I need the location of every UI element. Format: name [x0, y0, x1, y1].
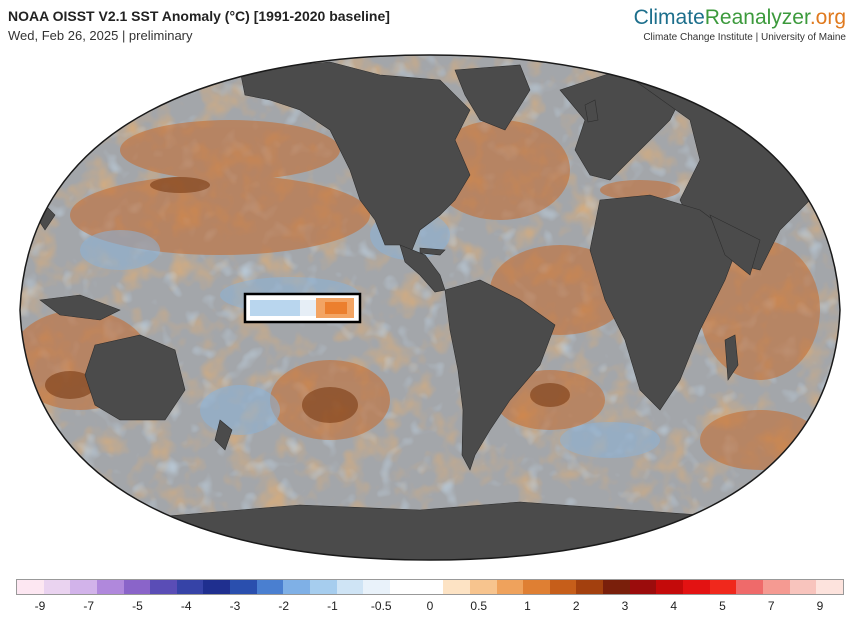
scale-tick-label: 0 [426, 599, 434, 613]
scale-tick-label: -4 [180, 599, 192, 613]
scale-swatch [683, 580, 710, 594]
scale-swatch [603, 580, 630, 594]
south-america [444, 279, 556, 471]
scale-swatch [736, 580, 763, 594]
scale-tick-label: 7 [767, 599, 775, 613]
scale-swatch [709, 580, 737, 594]
scale-swatch [469, 580, 497, 594]
map-title: NOAA OISST V2.1 SST Anomaly (°C) [1991-2… [8, 8, 390, 24]
scale-tick-label: 5 [719, 599, 726, 613]
brand-logo[interactable]: ClimateReanalyzer.org [634, 6, 846, 30]
brand-part-1: Climate [633, 6, 705, 29]
british-isles [584, 99, 599, 123]
scale-swatch [656, 580, 684, 594]
scale-swatch [150, 580, 177, 594]
australia [84, 334, 186, 421]
scale-tick-label: -3 [229, 599, 241, 613]
scale-swatch [176, 580, 204, 594]
scale-swatch [17, 580, 44, 594]
scale-swatch [96, 580, 124, 594]
scale-swatch [523, 580, 550, 594]
scale-tick-label: -2 [278, 599, 290, 613]
scale-tick-label: 3 [621, 599, 629, 613]
central-america [399, 244, 446, 293]
scale-swatch [549, 580, 577, 594]
scale-swatch [336, 580, 364, 594]
sst-anomaly-map [19, 54, 841, 561]
scale-swatch [762, 580, 790, 594]
scale-swatch [416, 580, 444, 594]
scale-swatch [123, 580, 151, 594]
globe-area [20, 55, 840, 560]
map-subtitle: Wed, Feb 26, 2025 | preliminary [8, 28, 193, 43]
scale-swatch [363, 580, 390, 594]
nino34-box [243, 292, 362, 324]
scale-swatch [283, 580, 311, 594]
scale-tick-label: 4 [670, 599, 678, 613]
scale-swatch [496, 580, 524, 594]
arabia [709, 214, 761, 276]
brand-part-2: Reanalyzer [704, 6, 810, 29]
scale-swatch [43, 580, 71, 594]
scale-tick-label: 2 [572, 599, 580, 613]
madagascar [724, 334, 739, 381]
strong-warm-spots [45, 177, 570, 423]
scale-swatch [789, 580, 817, 594]
africa [589, 194, 741, 411]
scale-tick-label: -0.5 [370, 599, 392, 613]
scale-tick-label: 0.5 [470, 599, 488, 613]
brand-tagline: Climate Change Institute | University of… [643, 32, 846, 43]
scale-tick-label: 1 [524, 599, 531, 613]
scale-swatch [576, 580, 604, 594]
scale-swatch [629, 580, 657, 594]
scale-tick-label: -5 [132, 599, 143, 613]
greenland [454, 64, 531, 131]
scale-swatch [310, 580, 337, 594]
caribbean [419, 247, 446, 256]
scale-swatch [816, 580, 843, 594]
scale-swatch [256, 580, 284, 594]
scale-swatch [389, 580, 417, 594]
brand-part-3: .org [809, 6, 846, 29]
scale-swatch [443, 580, 470, 594]
scale-tick-label: 9 [816, 599, 824, 613]
scale-tick-label: -9 [34, 599, 46, 613]
maritime-continent [39, 294, 121, 321]
globe-outline [19, 54, 841, 561]
new-zealand [214, 419, 233, 451]
scale-tick-label: -1 [327, 599, 338, 613]
color-scale-bar [16, 579, 844, 595]
scale-swatch [70, 580, 97, 594]
scale-swatch [203, 580, 231, 594]
scale-tick-label: -7 [83, 599, 95, 613]
scale-swatch [230, 580, 257, 594]
